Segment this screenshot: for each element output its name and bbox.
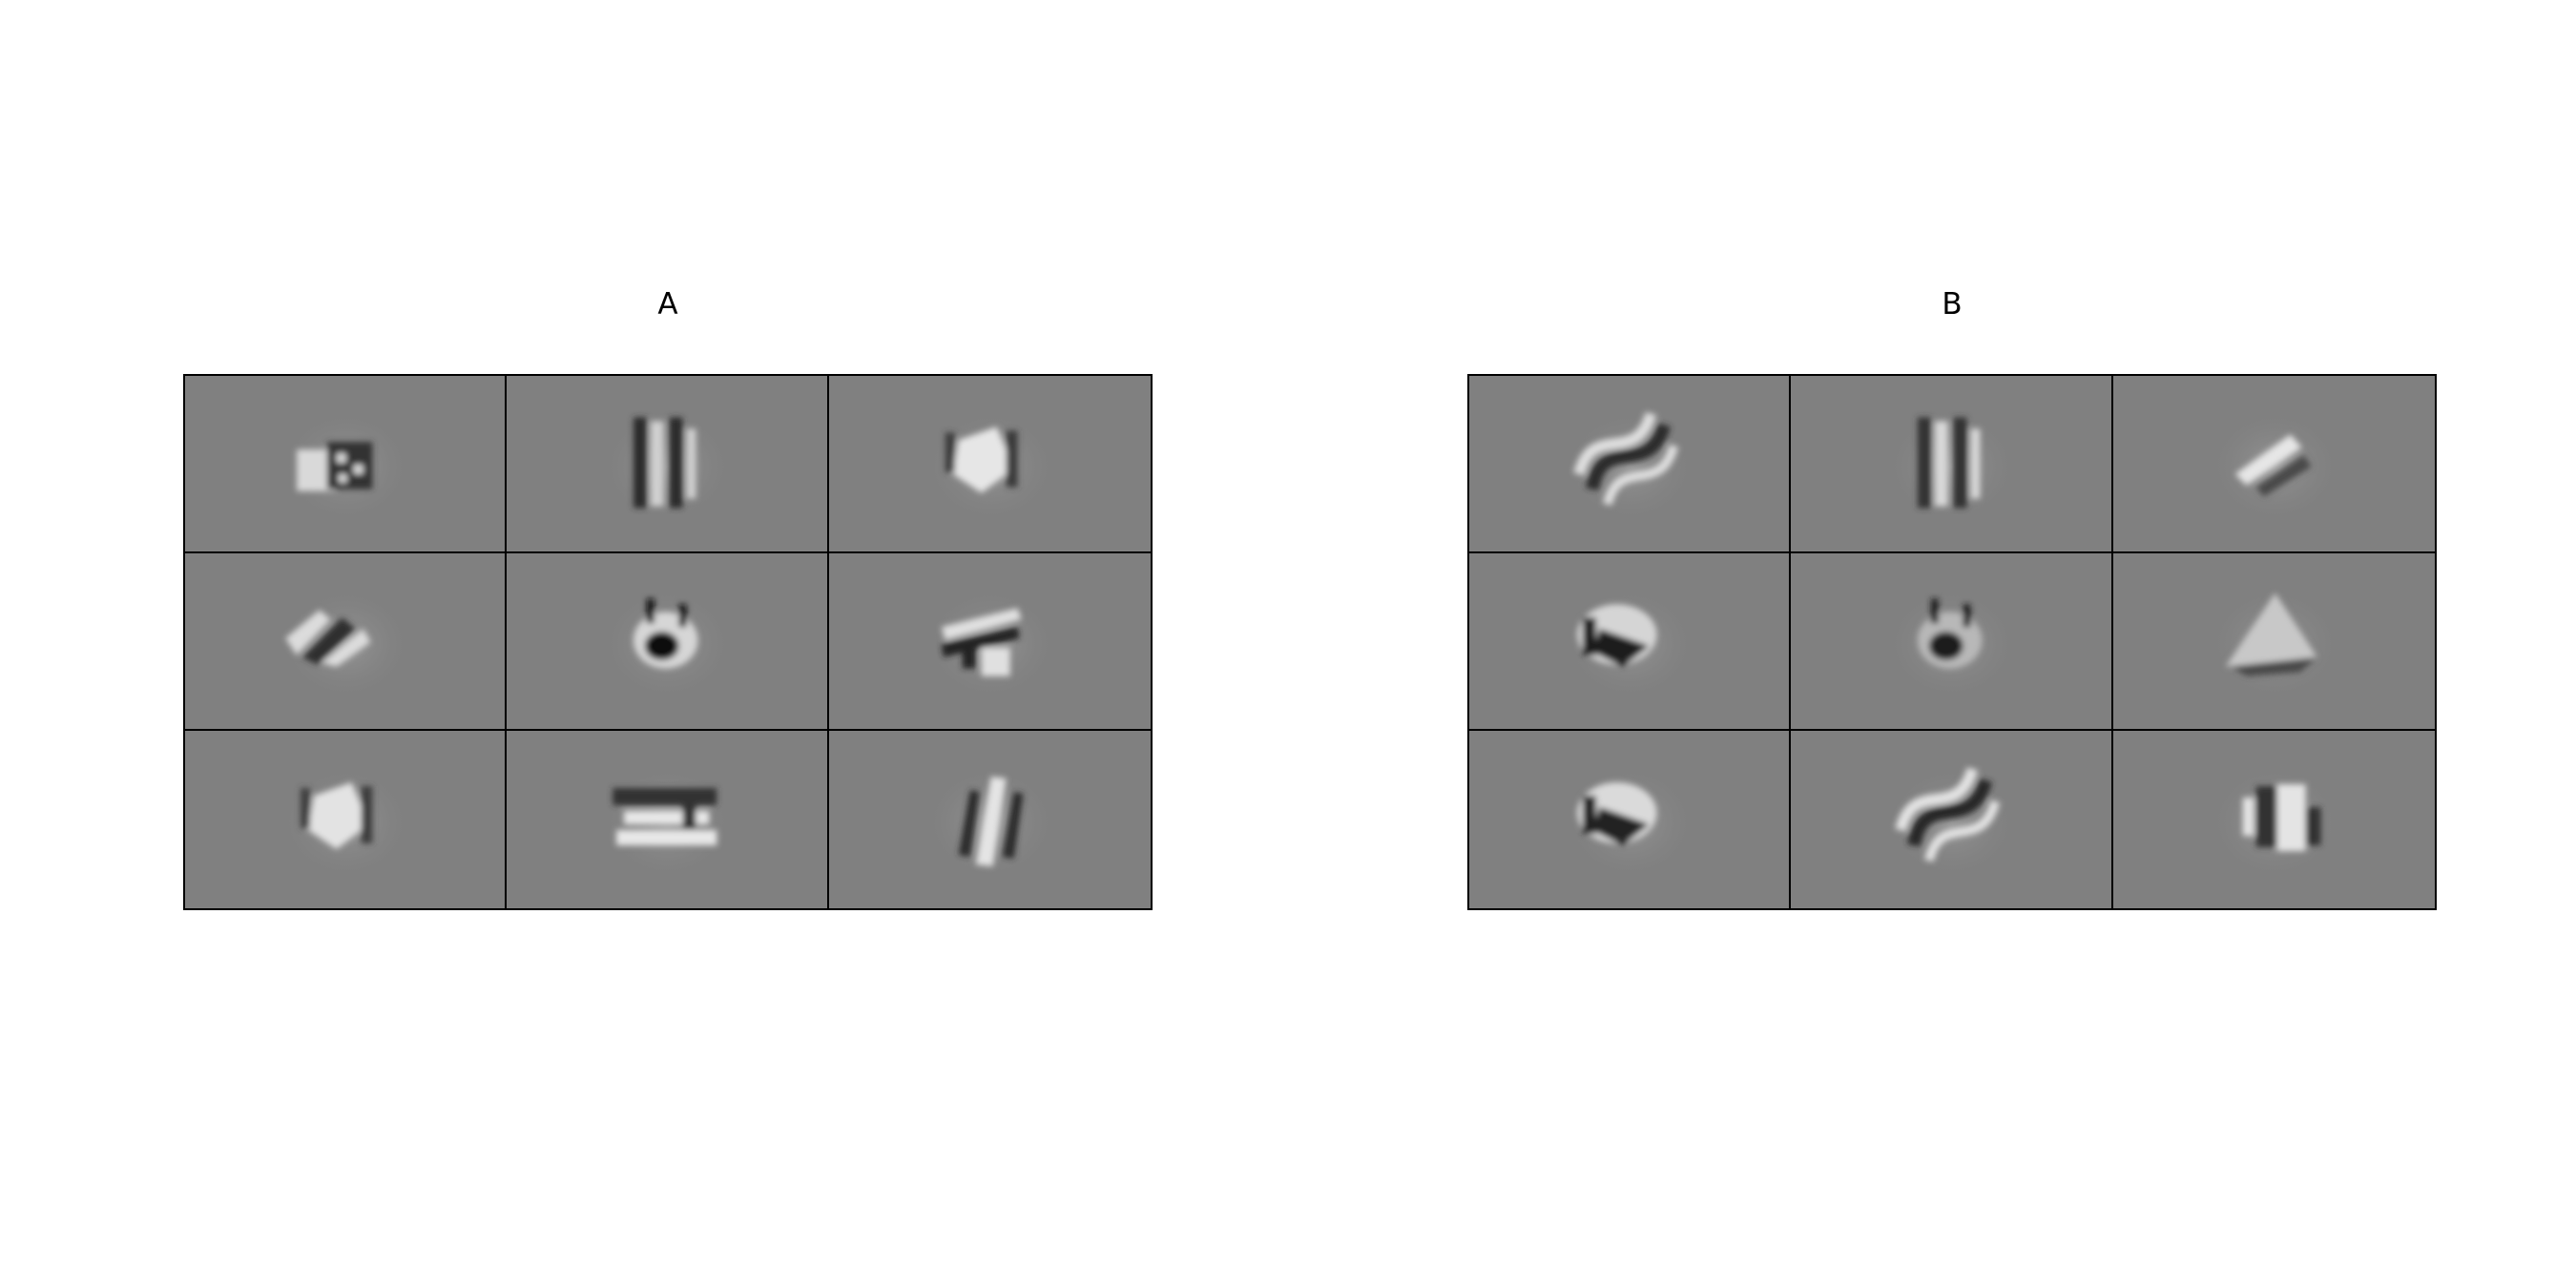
filter-cell-b-9 [2112,731,2435,908]
filter-cell-a-4 [185,553,508,731]
filter-cell-a-8 [507,731,829,908]
filter-image [1564,765,1697,880]
filter-image [1885,765,2019,880]
filter-image [2208,409,2342,524]
filter-cell-a-7 [185,731,508,908]
filter-cell-b-8 [1791,731,2113,908]
filter-image [2208,765,2342,880]
filter-cell-a-3 [828,376,1151,553]
filter-cell-b-3 [2112,376,2435,553]
filter-cell-a-5 [507,553,829,731]
filter-image [924,765,1058,880]
filter-image [2208,587,2342,701]
filter-image [280,765,413,880]
filter-cell-b-4 [1469,553,1792,731]
filter-grid-b [1467,374,2437,910]
filter-cell-b-1 [1469,376,1792,553]
filter-cell-b-2 [1791,376,2113,553]
filter-image [280,587,413,701]
filter-image [601,409,735,524]
panel-title-b: B [1942,287,1963,322]
panel-title-a: A [657,287,678,322]
filter-image [1564,409,1697,524]
filter-cell-a-6 [828,553,1151,731]
filter-cell-a-9 [828,731,1151,908]
filter-grid-a [183,374,1153,910]
filter-cell-a-2 [507,376,829,553]
filter-image [601,765,735,880]
filter-image [1885,409,2019,524]
filter-image [280,409,413,524]
filter-image [924,409,1058,524]
filter-image [601,587,735,701]
filter-image [1564,587,1697,701]
filter-image [1885,587,2019,701]
filter-cell-a-1 [185,376,508,553]
filter-cell-b-5 [1791,553,2113,731]
filter-cell-b-7 [1469,731,1792,908]
filter-cell-b-6 [2112,553,2435,731]
filter-image [924,587,1058,701]
